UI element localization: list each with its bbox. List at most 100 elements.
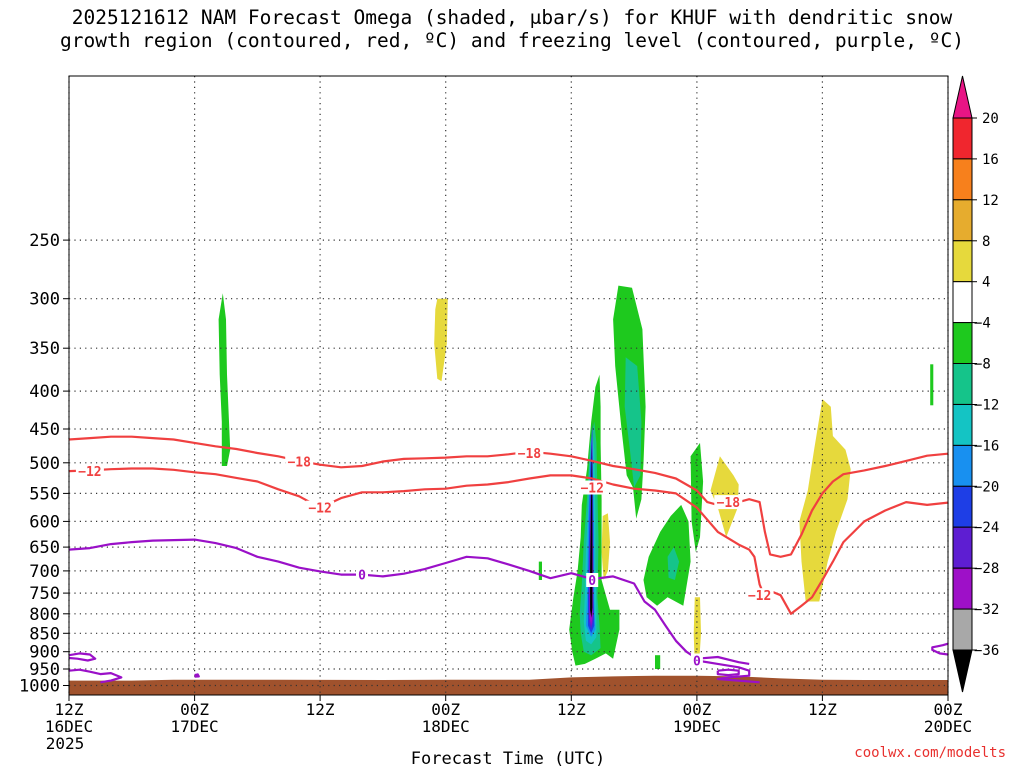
chart-title-line1: 2025121612 NAM Forecast Omega (shaded, μ… xyxy=(71,6,953,29)
contour-purple-0-right xyxy=(931,642,948,656)
x-tick-label-36-1: 00Z xyxy=(431,700,460,719)
y-tick-label-450: 450 xyxy=(29,420,60,440)
colorbar-bin--28-to--24 xyxy=(952,526,973,569)
y-tick-label-350: 350 xyxy=(29,339,60,359)
contour-label-bg-purple-0-2 xyxy=(690,653,703,668)
omega-region-ascent-speck-hour83 xyxy=(930,364,934,406)
contour-purple-0-left-loop xyxy=(69,652,97,662)
y-tick-label-800: 800 xyxy=(29,605,60,625)
y-tick-label-900: 900 xyxy=(29,643,60,663)
x-tick-label-12-1: 00Z xyxy=(180,700,209,719)
credit-text: coolwx.com/modelts xyxy=(854,745,1006,761)
contour-lines xyxy=(69,435,948,684)
colorbar-bin-16-to-20 xyxy=(952,117,973,160)
contour-label-bg-red-minus18-1 xyxy=(515,446,544,460)
contour-label-bg-red-minus12-3 xyxy=(745,588,774,603)
plot-frame xyxy=(68,75,949,696)
colorbar-label-7: −12 xyxy=(974,398,999,414)
colorbar-label-13: −36 xyxy=(974,643,999,659)
y-tick-label-550: 550 xyxy=(29,484,60,504)
colorbar-bin--16-to--12 xyxy=(952,404,973,446)
colorbar-label-4: 4 xyxy=(982,275,990,291)
contour-red-minus18 xyxy=(69,435,948,558)
x-tick-label-84-2: 20DEC xyxy=(924,717,972,736)
contour-label-red-minus12-0: −12 xyxy=(78,465,101,480)
terrain-layer xyxy=(69,675,948,695)
colorbar-bin--32-to--28 xyxy=(952,567,973,610)
contour-label-red-minus12-1: −12 xyxy=(308,502,331,517)
y-tick-label-1000: 1000 xyxy=(19,677,60,697)
contour-label-purple-0-2: 0 xyxy=(693,655,701,670)
x-tick-label-24-1: 12Z xyxy=(306,700,335,719)
contour-purple-0-blip xyxy=(194,673,200,678)
omega-region-descent-plume-hour72 xyxy=(799,399,851,602)
contour-label-bg-red-minus12-2 xyxy=(578,480,607,495)
x-tick-label-0-2: 16DEC xyxy=(45,717,93,736)
x-tick-label-12-2: 17DEC xyxy=(171,717,219,736)
contour-label-red-minus12-3: −12 xyxy=(748,589,771,604)
x-tick-label-36-2: 18DEC xyxy=(422,717,470,736)
x-tick-label-84-1: 00Z xyxy=(934,700,963,719)
omega-region-ascent-column-hour53-core xyxy=(624,357,642,488)
colorbar-bin--20-to--16 xyxy=(952,444,973,487)
contour-purple-0-tail-hour64 xyxy=(696,659,760,684)
omega-region-ascent-speck-hour56 xyxy=(655,655,661,669)
contour-label-bg-red-minus18-2 xyxy=(714,495,743,510)
y-tick-label-600: 600 xyxy=(29,512,60,532)
colorbar-bin--12-to--8 xyxy=(952,363,973,405)
y-tick-label-700: 700 xyxy=(29,562,60,582)
x-axis-label: Forecast Time (UTC) xyxy=(411,749,605,768)
grid-lines xyxy=(68,76,949,695)
y-axis: 2503003504004505005506006507007508008509… xyxy=(19,231,69,697)
contour-label-bg-red-minus12-1 xyxy=(306,500,335,515)
colorbar-label-12: −32 xyxy=(974,602,999,618)
terrain-fill xyxy=(69,675,948,695)
y-tick-label-650: 650 xyxy=(29,538,60,558)
y-tick-label-400: 400 xyxy=(29,382,60,402)
chart-title: 2025121612 NAM Forecast Omega (shaded, μ… xyxy=(0,6,1024,52)
colorbar-label-10: −24 xyxy=(974,520,999,536)
colorbar-label-1: 16 xyxy=(982,152,999,168)
x-tick-label-0-3: 2025 xyxy=(46,734,85,753)
colorbar-label-9: −20 xyxy=(974,479,999,495)
x-tick-label-60-1: 00Z xyxy=(682,700,711,719)
omega-region-ascent-blob-hour56-inner xyxy=(667,547,680,580)
y-tick-label-850: 850 xyxy=(29,624,60,644)
colorbar: 20 16 12 8 4 −4 −8 −12 −16 −20 −24 −28 −32 −36 xyxy=(952,75,999,693)
colorbar-label-5: −4 xyxy=(974,316,991,332)
contour-label-red-minus18-0: −18 xyxy=(287,456,311,471)
omega-region-descent-strip-hour51 xyxy=(601,513,610,580)
contour-label-red-minus18-1: −18 xyxy=(518,447,542,462)
omega-region-ascent-plume-hour15 xyxy=(218,293,231,466)
y-tick-label-300: 300 xyxy=(29,290,60,310)
omega-shading xyxy=(218,285,934,669)
colorbar-arrow-top xyxy=(952,75,973,119)
chart-title-line2: growth region (contoured, red, ºC) and f… xyxy=(60,29,964,52)
colorbar-label-8: −16 xyxy=(974,438,999,454)
contour-purple-0 xyxy=(69,538,750,665)
contour-label-bg-purple-0-1 xyxy=(586,573,599,587)
y-tick-label-250: 250 xyxy=(29,231,60,251)
colorbar-bin--8-to--4 xyxy=(952,322,973,365)
colorbar-label-2: 12 xyxy=(982,193,999,209)
contour-label-bg-purple-0-0 xyxy=(356,567,368,582)
colorbar-label-0: 20 xyxy=(982,111,999,127)
contour-purple-0-loop-hour63 xyxy=(716,668,740,677)
contour-label-red-minus18-2: −18 xyxy=(717,496,741,511)
contour-label-purple-0-1: 0 xyxy=(588,574,596,589)
y-tick-label-500: 500 xyxy=(29,454,60,474)
colorbar-label-6: −8 xyxy=(974,357,991,373)
y-tick-label-950: 950 xyxy=(29,660,60,680)
x-tick-label-60-2: 19DEC xyxy=(673,717,721,736)
contour-red-minus12 xyxy=(69,467,948,615)
x-tick-label-72-1: 12Z xyxy=(808,700,837,719)
colorbar-bin-8-to-12 xyxy=(952,199,973,242)
contour-purple-0-lower-left xyxy=(69,668,123,684)
contour-label-red-minus12-2: −12 xyxy=(580,482,603,497)
colorbar-label-11: −28 xyxy=(974,561,999,577)
colorbar-label-3: 8 xyxy=(982,234,990,250)
x-tick-label-48-1: 12Z xyxy=(557,700,586,719)
colorbar-bin--36-to--32 xyxy=(952,608,973,651)
